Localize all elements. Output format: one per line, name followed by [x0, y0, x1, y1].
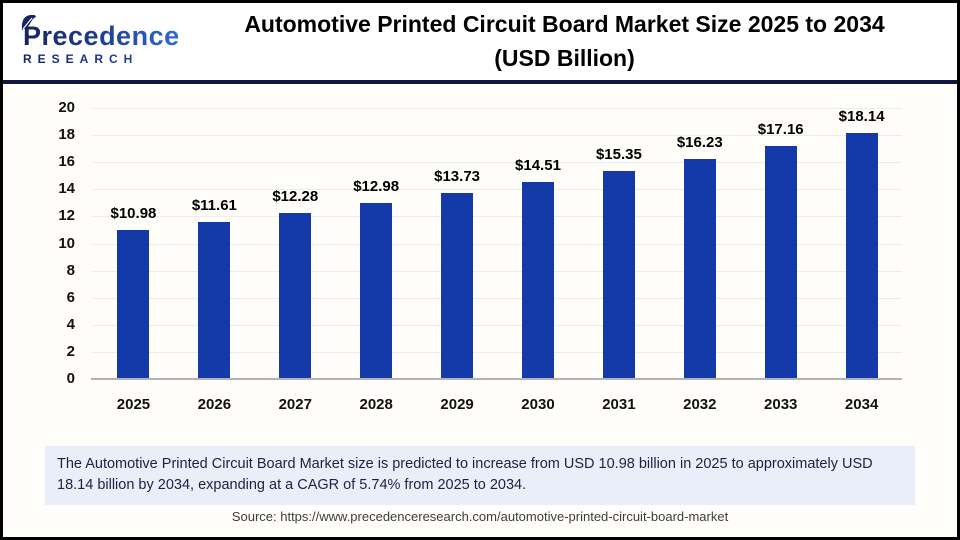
- y-tick-label: 8: [66, 261, 75, 279]
- bar: [198, 221, 231, 379]
- bar-chart: 0 2 4 6 8 10 12 14 16 18 20 $10.98 $11.61 $12.28 $12.…: [3, 84, 957, 436]
- bar-column: $13.73: [417, 108, 498, 379]
- source-text: Source: https://www.precedenceresearch.c…: [231, 509, 729, 524]
- bar-column: $18.14: [821, 108, 902, 379]
- x-tick-label: 2033: [764, 396, 798, 413]
- leaf-icon: [21, 14, 36, 30]
- bar-column: $14.51: [498, 108, 579, 379]
- gridline: [93, 351, 902, 353]
- x-tick-label: 2030: [521, 396, 555, 413]
- y-tick-label: 16: [58, 153, 75, 171]
- bar-column: $16.23: [659, 108, 740, 379]
- x-axis-labels: 2025 2026 2027 2028 2029 2030 2031 2032 2033 2034: [93, 396, 902, 413]
- bar: [521, 182, 554, 379]
- gridline: [93, 162, 902, 164]
- x-axis-line: [91, 378, 902, 380]
- summary-box: The Automotive Printed Circuit Board Mar…: [45, 446, 915, 506]
- gridline: [93, 297, 902, 299]
- gridline: [93, 108, 902, 109]
- brand-subname: RESEARCH: [23, 53, 198, 65]
- bar-value-label: $14.51: [515, 157, 561, 175]
- bar-value-label: $12.98: [353, 178, 400, 196]
- y-tick-label: 20: [58, 99, 75, 116]
- y-tick-label: 6: [66, 288, 75, 306]
- bar-column: $11.61: [174, 108, 255, 379]
- x-tick-label: 2032: [683, 396, 717, 413]
- bar-column: $17.16: [740, 108, 821, 379]
- x-tick-label: 2031: [602, 396, 636, 413]
- gridline: [93, 243, 902, 245]
- bar-column: $15.35: [578, 108, 659, 379]
- y-tick-label: 4: [66, 315, 75, 333]
- gridline: [93, 270, 902, 272]
- header: Precedence RESEARCH Automotive Printed C…: [3, 3, 957, 84]
- gridline: [93, 324, 902, 326]
- bar-value-label: $10.98: [110, 205, 157, 223]
- bar-column: $12.98: [336, 108, 417, 379]
- bar: [117, 230, 150, 379]
- y-axis: 0 2 4 6 8 10 12 14 16 18 20: [3, 84, 81, 436]
- bar-value-label: $16.23: [676, 134, 723, 152]
- bar-value-label: $17.16: [757, 121, 804, 139]
- bar: [683, 159, 716, 379]
- y-tick-label: 2: [66, 342, 75, 360]
- bar: [360, 203, 393, 379]
- summary-text: The Automotive Printed Circuit Board Mar…: [57, 456, 873, 494]
- y-tick-label: 14: [58, 180, 75, 198]
- bar-value-label: $15.35: [595, 146, 642, 164]
- bar: [279, 212, 312, 379]
- bar-column: $10.98: [93, 108, 174, 379]
- x-tick-label: 2029: [440, 396, 474, 413]
- bar-value-label: $13.73: [434, 167, 481, 185]
- bar-column: $12.28: [255, 108, 336, 379]
- gridline: [93, 216, 902, 218]
- source-line: Source: https://www.precedenceresearch.c…: [3, 509, 957, 524]
- brand-name: Precedence: [23, 20, 180, 51]
- x-tick-label: 2028: [359, 396, 393, 413]
- y-tick-label: 10: [58, 234, 75, 252]
- gridline: [93, 135, 902, 137]
- brand-logo: Precedence RESEARCH: [21, 14, 198, 65]
- page-title: Automotive Printed Circuit Board Market …: [198, 8, 939, 75]
- bar-value-label: $12.28: [272, 187, 319, 205]
- bar: [845, 133, 878, 379]
- y-tick-label: 12: [58, 207, 75, 225]
- x-tick-label: 2027: [278, 396, 312, 413]
- bar-value-label: $11.61: [191, 196, 237, 214]
- plot-area: $10.98 $11.61 $12.28 $12.98 $13.73 $14.51 $15.…: [93, 108, 902, 379]
- y-tick-label: 0: [66, 370, 75, 387]
- gridline: [93, 189, 902, 191]
- bar: [764, 146, 797, 379]
- title-line-1: Automotive Printed Circuit Board Market …: [244, 11, 885, 38]
- x-tick-label: 2025: [116, 396, 151, 413]
- bar-value-label: $18.14: [838, 108, 885, 126]
- bar: [441, 192, 474, 379]
- x-tick-label: 2026: [197, 396, 232, 413]
- bars: $10.98 $11.61 $12.28 $12.98 $13.73 $14.51 $15.…: [93, 108, 902, 379]
- x-tick-label: 2034: [844, 396, 879, 413]
- y-tick-label: 18: [58, 126, 75, 144]
- title-line-2: (USD Billion): [494, 44, 635, 71]
- bar: [602, 171, 635, 379]
